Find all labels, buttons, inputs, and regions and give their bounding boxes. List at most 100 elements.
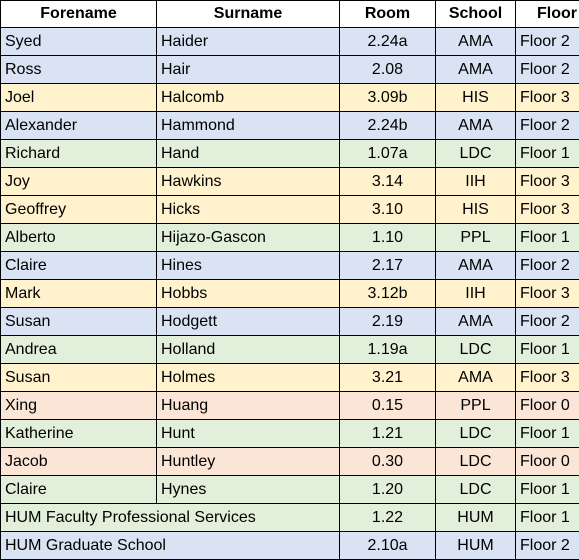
forename-cell: Xing — [0, 391, 157, 420]
table-row: Katherine Hunt 1.21 LDC Floor 1 — [0, 419, 579, 448]
forename-cell: Richard — [0, 139, 157, 168]
table-row: Geoffrey Hicks 3.10 HIS Floor 3 — [0, 195, 579, 224]
table-row: Susan Hodgett 2.19 AMA Floor 2 — [0, 307, 579, 336]
forename-cell: Claire — [0, 475, 157, 504]
floor-cell: Floor 0 — [515, 391, 579, 420]
room-cell: 0.30 — [339, 447, 436, 476]
forename-cell: Alexander — [0, 111, 157, 140]
room-header: Room — [339, 0, 436, 28]
floor-cell: Floor 2 — [515, 251, 579, 280]
forename-cell: Jacob — [0, 447, 157, 476]
room-cell: 1.19a — [339, 335, 436, 364]
room-cell: 2.24a — [339, 27, 436, 56]
school-cell: HIS — [435, 195, 516, 224]
forename-cell: Claire — [0, 251, 157, 280]
room-cell: 0.15 — [339, 391, 436, 420]
table-body: Syed Haider 2.24a AMA Floor 2 Ross Hair 2.08 AMA… — [0, 27, 579, 560]
table-row: Alberto Hijazo-Gascon 1.10 PPL Floor 1 — [0, 223, 579, 252]
surname-cell: Hodgett — [156, 307, 340, 336]
floor-cell: Floor 2 — [515, 55, 579, 84]
surname-cell: Hunt — [156, 419, 340, 448]
surname-cell: Hynes — [156, 475, 340, 504]
floor-cell: Floor 3 — [515, 363, 579, 392]
room-cell: 3.10 — [339, 195, 436, 224]
surname-cell: Haider — [156, 27, 340, 56]
forename-cell: Joy — [0, 167, 157, 196]
surname-cell: Hammond — [156, 111, 340, 140]
floor-cell: Floor 2 — [515, 111, 579, 140]
table-row: Xing Huang 0.15 PPL Floor 0 — [0, 391, 579, 420]
floor-cell: Floor 1 — [515, 335, 579, 364]
school-cell: IIH — [435, 279, 516, 308]
group-name-cell: HUM Faculty Professional Services — [0, 503, 340, 532]
school-cell: AMA — [435, 111, 516, 140]
room-cell: 1.20 — [339, 475, 436, 504]
floor-cell: Floor 3 — [515, 83, 579, 112]
forename-cell: Susan — [0, 363, 157, 392]
floor-cell: Floor 3 — [515, 279, 579, 308]
school-cell: AMA — [435, 363, 516, 392]
table-row: HUM Faculty Professional Services 1.22 HUM… — [0, 503, 579, 532]
floor-cell: Floor 1 — [515, 139, 579, 168]
room-cell: 3.14 — [339, 167, 436, 196]
school-header: School — [435, 0, 516, 28]
header-row: Forename Surname Room School Floor — [0, 0, 579, 28]
surname-cell: Hair — [156, 55, 340, 84]
floor-cell: Floor 0 — [515, 447, 579, 476]
table-row: Syed Haider 2.24a AMA Floor 2 — [0, 27, 579, 56]
room-cell: 3.21 — [339, 363, 436, 392]
room-cell: 1.07a — [339, 139, 436, 168]
school-cell: AMA — [435, 251, 516, 280]
floor-cell: Floor 2 — [515, 307, 579, 336]
forename-cell: Syed — [0, 27, 157, 56]
surname-cell: Hawkins — [156, 167, 340, 196]
table-row: Claire Hines 2.17 AMA Floor 2 — [0, 251, 579, 280]
table-row: Richard Hand 1.07a LDC Floor 1 — [0, 139, 579, 168]
school-cell: LDC — [435, 335, 516, 364]
forename-cell: Geoffrey — [0, 195, 157, 224]
school-cell: HUM — [435, 531, 516, 560]
room-cell: 1.22 — [339, 503, 436, 532]
floor-cell: Floor 1 — [515, 503, 579, 532]
school-cell: LDC — [435, 447, 516, 476]
table-row: Mark Hobbs 3.12b IIH Floor 3 — [0, 279, 579, 308]
surname-cell: Huang — [156, 391, 340, 420]
surname-cell: Hobbs — [156, 279, 340, 308]
table-row: Joel Halcomb 3.09b HIS Floor 3 — [0, 83, 579, 112]
table-row: Joy Hawkins 3.14 IIH Floor 3 — [0, 167, 579, 196]
group-name-cell: HUM Graduate School — [0, 531, 340, 560]
room-cell: 2.24b — [339, 111, 436, 140]
forename-cell: Mark — [0, 279, 157, 308]
floor-cell: Floor 1 — [515, 419, 579, 448]
school-cell: HIS — [435, 83, 516, 112]
room-cell: 1.10 — [339, 223, 436, 252]
room-cell: 2.17 — [339, 251, 436, 280]
forename-header: Forename — [0, 0, 157, 28]
school-cell: AMA — [435, 55, 516, 84]
surname-cell: Hines — [156, 251, 340, 280]
school-cell: PPL — [435, 223, 516, 252]
room-cell: 2.08 — [339, 55, 436, 84]
room-cell: 1.21 — [339, 419, 436, 448]
floor-cell: Floor 3 — [515, 167, 579, 196]
surname-cell: Holmes — [156, 363, 340, 392]
surname-cell: Holland — [156, 335, 340, 364]
table-row: Susan Holmes 3.21 AMA Floor 3 — [0, 363, 579, 392]
table-row: Claire Hynes 1.20 LDC Floor 1 — [0, 475, 579, 504]
forename-cell: Ross — [0, 55, 157, 84]
surname-cell: Hijazo-Gascon — [156, 223, 340, 252]
floor-cell: Floor 1 — [515, 223, 579, 252]
surname-cell: Halcomb — [156, 83, 340, 112]
floor-cell: Floor 2 — [515, 531, 579, 560]
table-row: HUM Graduate School 2.10a HUM Floor 2 — [0, 531, 579, 560]
surname-cell: Hand — [156, 139, 340, 168]
room-cell: 3.09b — [339, 83, 436, 112]
forename-cell: Alberto — [0, 223, 157, 252]
table-row: Ross Hair 2.08 AMA Floor 2 — [0, 55, 579, 84]
school-cell: IIH — [435, 167, 516, 196]
forename-cell: Katherine — [0, 419, 157, 448]
school-cell: LDC — [435, 139, 516, 168]
school-cell: PPL — [435, 391, 516, 420]
school-cell: LDC — [435, 475, 516, 504]
